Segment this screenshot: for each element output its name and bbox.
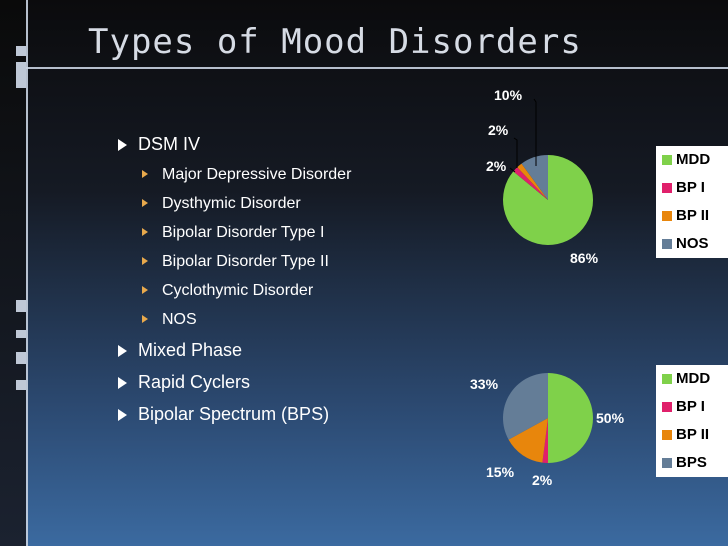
bullet-rapid-cyclers: Rapid Cyclers: [118, 366, 351, 398]
vertical-rule: [26, 0, 28, 546]
pie1-slice-nos: [521, 155, 548, 200]
sub-bullet: Dysthymic Disorder: [118, 189, 351, 218]
legend-label: BP I: [676, 179, 705, 196]
pie-chart-1-svg: [503, 98, 594, 246]
pie2-label-bps: 33%: [470, 376, 499, 392]
bullet-bipolar-spectrum: Bipolar Spectrum (BPS): [118, 398, 351, 430]
legend-item-mdd: MDD: [656, 365, 728, 393]
legend-swatch: [662, 458, 672, 468]
legend-swatch: [662, 183, 672, 193]
legend-item-bps: BPS: [656, 449, 728, 477]
legend-item-mdd: MDD: [656, 146, 728, 174]
pie1-label-bp2: 2%: [488, 122, 509, 138]
sub-bullet: Bipolar Disorder Type II: [118, 247, 351, 276]
slide-title: Types of Mood Disorders: [88, 22, 582, 62]
legend-swatch: [662, 211, 672, 221]
legend-label: MDD: [676, 151, 711, 168]
legend-label: NOS: [676, 235, 709, 252]
sub-bullet: NOS: [118, 305, 351, 334]
left-decor-bar: [0, 0, 26, 546]
bullet-dsm-iv: DSM IV: [118, 128, 351, 160]
pie2-label-mdd: 50%: [596, 410, 625, 426]
bullet-mixed-phase: Mixed Phase: [118, 334, 351, 366]
sub-bullet: Cyclothymic Disorder: [118, 276, 351, 305]
pie2-label-bp1: 2%: [532, 472, 553, 488]
pie2-slice-mdd: [548, 373, 593, 463]
pie2-legend: MDD BP I BP II BPS: [656, 365, 728, 477]
legend-swatch: [662, 402, 672, 412]
decor-block: [16, 330, 26, 338]
legend-swatch: [662, 155, 672, 165]
pie2-label-bp2: 15%: [486, 464, 515, 480]
horizontal-rule: [26, 67, 728, 69]
decor-block: [16, 62, 26, 88]
pie-chart-2-svg: [503, 373, 593, 463]
legend-item-bp2: BP II: [656, 421, 728, 449]
sub-bullet: Major Depressive Disorder: [118, 160, 351, 189]
pie1-slice-bp2: [517, 163, 548, 200]
pie1-legend: MDD BP I BP II NOS: [656, 146, 728, 258]
bullet-list: DSM IV Major Depressive Disorder Dysthym…: [118, 128, 351, 430]
pie2-slice-bp1: [542, 418, 548, 463]
decor-block: [16, 352, 26, 364]
legend-label: BPS: [676, 454, 707, 471]
pie1-slice-mdd: [503, 155, 594, 246]
pie2-slice-bp2: [508, 418, 548, 463]
decor-block: [16, 300, 26, 312]
legend-item-bp1: BP I: [656, 174, 728, 202]
legend-item-nos: NOS: [656, 230, 728, 258]
legend-label: BP II: [676, 207, 710, 224]
decor-block: [16, 46, 26, 56]
pie2-slice-bps: [503, 373, 548, 440]
sub-bullet: Bipolar Disorder Type I: [118, 218, 351, 247]
pie1-slice-bp1: [513, 167, 548, 200]
leader-line: [533, 98, 537, 166]
pie-chart-1: 10% 2% 2% 86% MDD BP I BP II NOS: [460, 82, 728, 282]
legend-swatch: [662, 239, 672, 249]
legend-item-bp1: BP I: [656, 393, 728, 421]
legend-item-bp2: BP II: [656, 202, 728, 230]
legend-label: BP I: [676, 398, 705, 415]
decor-block: [16, 380, 26, 390]
leader-line: [513, 137, 518, 168]
pie1-label-bp1: 2%: [486, 158, 507, 174]
pie1-label-nos: 10%: [494, 87, 523, 103]
legend-label: MDD: [676, 370, 711, 387]
pie1-label-mdd: 86%: [570, 250, 599, 266]
legend-swatch: [662, 430, 672, 440]
pie-chart-2: 33% 50% 15% 2% MDD BP I BP II BPS: [460, 360, 728, 500]
legend-swatch: [662, 374, 672, 384]
legend-label: BP II: [676, 426, 710, 443]
leader-line: [509, 167, 516, 173]
